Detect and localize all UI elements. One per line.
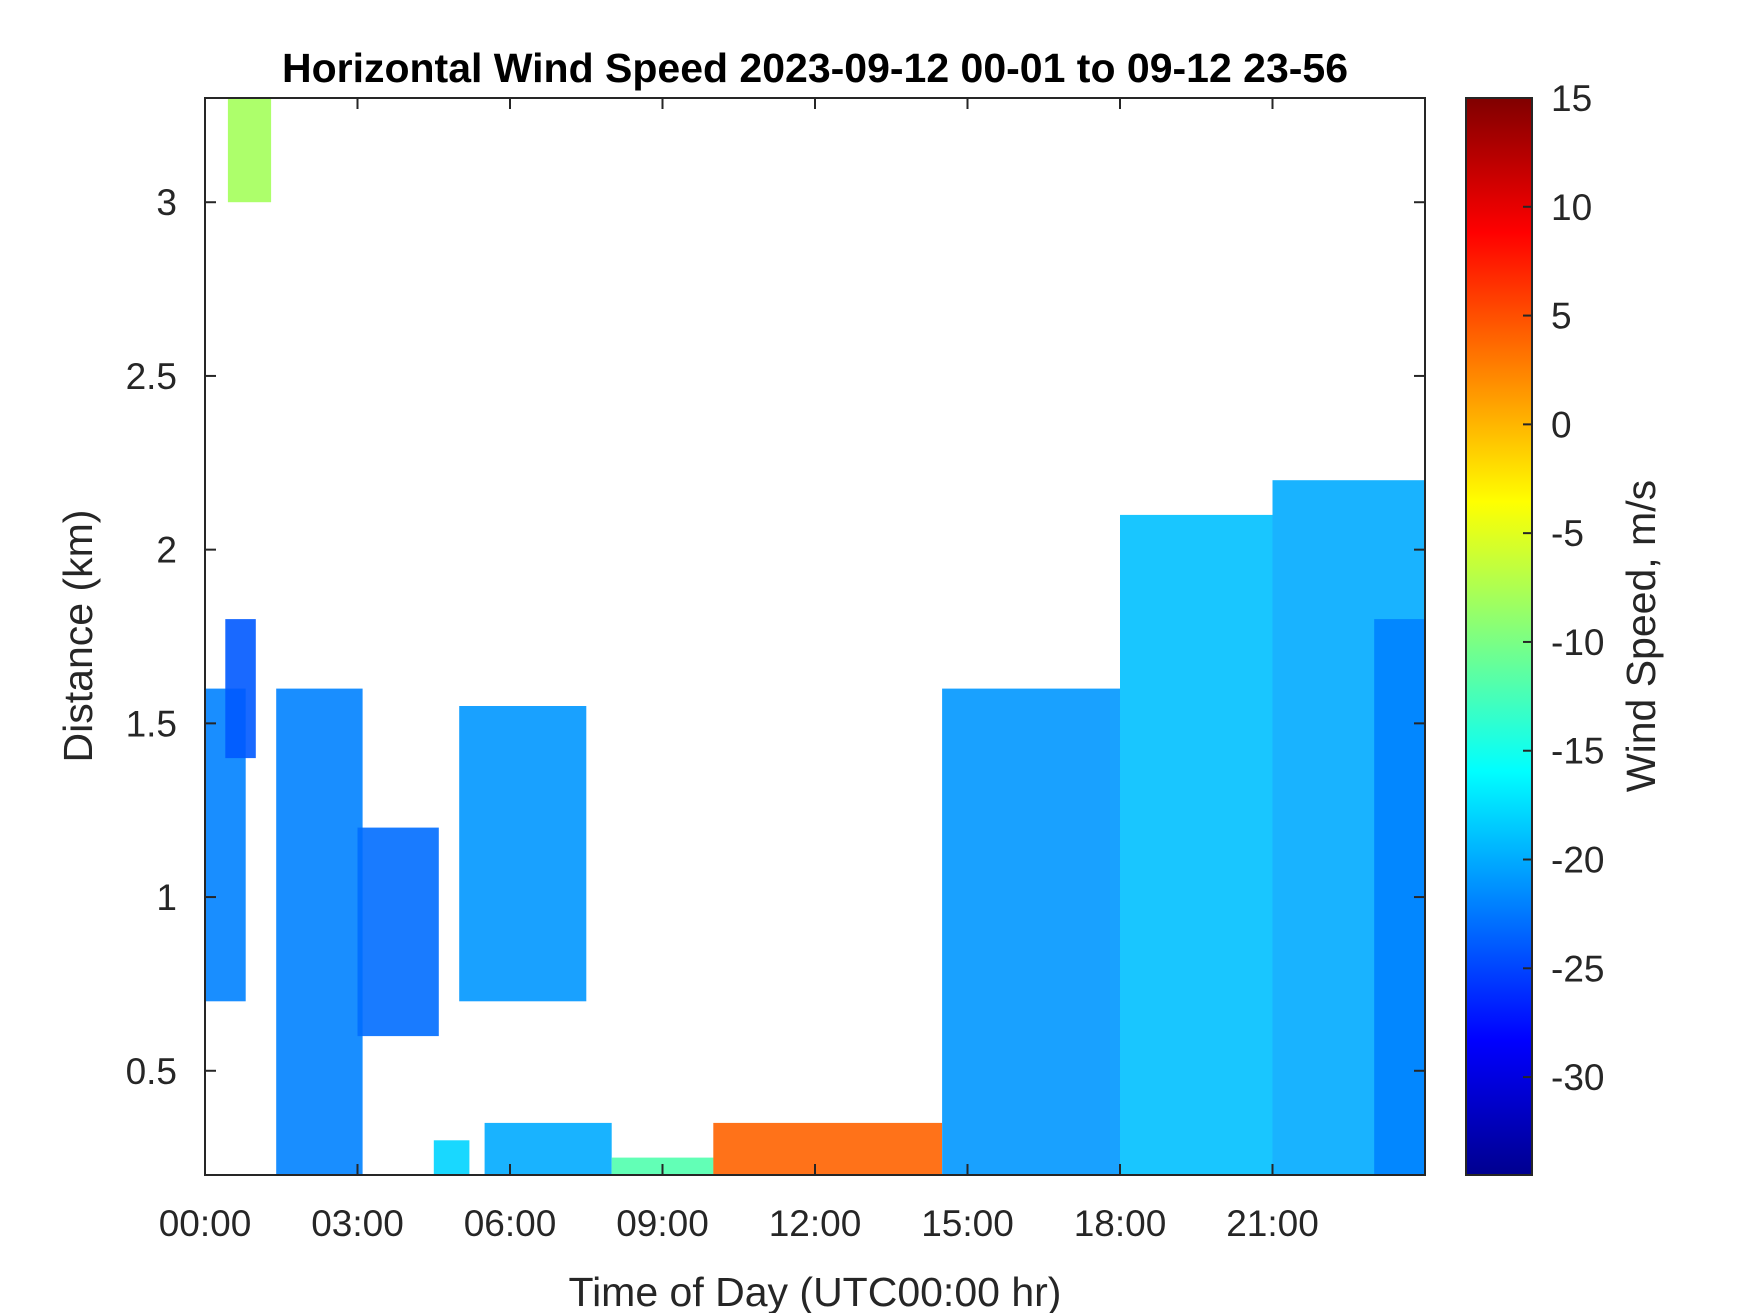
colorbar-tick-label: -10 (1551, 622, 1604, 663)
heatmap-region-7 (433, 1140, 470, 1175)
colorbar-tick-label: 0 (1551, 404, 1572, 445)
colorbar-tick-label: -25 (1551, 948, 1604, 989)
y-tick-label: 2 (156, 530, 177, 571)
x-tick-label: 21:00 (1226, 1203, 1319, 1244)
y-axis-label: Distance (km) (55, 510, 101, 763)
colorbar-tick-label: 15 (1551, 78, 1592, 119)
colorbar-tick-label: -5 (1551, 513, 1584, 554)
x-axis: 00:00 03:00 06:00 09:00 12:00 15:00 18:00 21:00 (159, 98, 1319, 1244)
x-tick-label: 03:00 (311, 1203, 404, 1244)
colorbar-tick-label: -15 (1551, 731, 1604, 772)
x-tick-label: 15:00 (921, 1203, 1014, 1244)
heatmap-region-4 (276, 688, 363, 1175)
chart-title: Horizontal Wind Speed 2023-09-12 00-01 t… (282, 45, 1348, 91)
y-tick-label: 2.5 (126, 356, 177, 397)
y-tick-label: 1.5 (126, 703, 177, 744)
x-tick-label: 09:00 (616, 1203, 709, 1244)
x-tick-label: 00:00 (159, 1203, 252, 1244)
heatmap-region-11 (942, 688, 1120, 1175)
heatmap-region-10 (713, 1122, 942, 1175)
colorbar-ticks: 15 10 5 0 -5 -10 -15 -20 -25 -30 (1523, 78, 1604, 1098)
heatmap-layer (205, 98, 1425, 1175)
heatmap-region-12 (1120, 514, 1273, 1175)
colorbar-tick-label: 10 (1551, 187, 1592, 228)
y-tick-label: 0.5 (126, 1051, 177, 1092)
heatmap-region-3 (225, 619, 256, 759)
y-tick-label: 3 (156, 182, 177, 223)
y-axis: 0.5 1 1.5 2 2.5 3 (126, 182, 1425, 1092)
heatmap-region-1 (227, 98, 272, 203)
colorbar-tick-label: -30 (1551, 1057, 1604, 1098)
x-axis-label: Time of Day (UTC00:00 hr) (569, 1269, 1062, 1313)
colorbar-tick-label: 5 (1551, 296, 1572, 337)
colorbar (1465, 97, 1533, 1176)
x-tick-label: 12:00 (769, 1203, 862, 1244)
heatmap-region-6 (459, 706, 587, 1002)
y-tick-label: 1 (156, 877, 177, 918)
x-tick-label: 06:00 (464, 1203, 557, 1244)
colorbar-tick-label: -20 (1551, 840, 1604, 881)
heatmap-region-5 (357, 827, 439, 1037)
colorbar-label: Wind Speed, m/s (1618, 480, 1664, 792)
x-tick-label: 18:00 (1074, 1203, 1167, 1244)
heatmap-region-8 (484, 1122, 612, 1175)
